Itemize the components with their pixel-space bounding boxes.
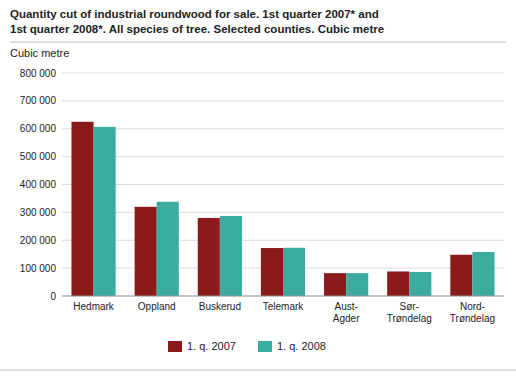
bar: [450, 255, 472, 296]
bar: [387, 271, 409, 296]
bar: [220, 216, 242, 296]
y-tick-label: 500 000: [20, 151, 57, 162]
grid-line: [62, 240, 504, 241]
bar: [198, 218, 220, 296]
bar: [135, 207, 157, 296]
separator: [10, 42, 506, 43]
title: Quantity cut of industrial roundwood for…: [10, 8, 384, 35]
grid: [62, 73, 504, 296]
legend: 1. q. 2007 1. q. 2008: [168, 340, 326, 352]
legend-label: 1. q. 2008: [277, 340, 326, 352]
y-ticks: 0 100 000 200 000 300 000 400 000 500 000 600 …: [20, 68, 57, 302]
y-tick-label: 200 000: [20, 235, 57, 246]
x-tick-label: Buskerud: [199, 301, 241, 312]
legend-swatch: [168, 341, 182, 352]
x-tick-label: Hedmark: [73, 301, 115, 312]
bar: [472, 252, 494, 296]
grid-line: [62, 128, 504, 129]
x-tick-label: Telemark: [263, 301, 305, 312]
y-axis-label: Cubic metre: [10, 47, 69, 59]
x-tick-label: Oppland: [138, 301, 176, 312]
x-ticks: Hedmark Oppland Buskerud Telemark Aust-Agder…: [73, 301, 495, 324]
x-tick-label: Aust-Agder: [333, 301, 360, 324]
y-tick-label: 100 000: [20, 263, 57, 274]
grid-line: [62, 212, 504, 213]
bars: [71, 122, 494, 296]
bar: [71, 122, 93, 296]
chart: Quantity cut of industrial roundwood for…: [0, 0, 516, 387]
y-tick-label: 800 000: [20, 68, 57, 79]
legend-label: 1. q. 2007: [187, 340, 236, 352]
y-tick-label: 400 000: [20, 179, 57, 190]
x-axis: [62, 296, 504, 297]
bar: [409, 272, 431, 296]
bar: [261, 248, 283, 296]
grid-line: [62, 296, 504, 297]
grid-line: [62, 73, 504, 74]
legend-swatch: [258, 341, 272, 352]
y-tick-label: 300 000: [20, 207, 57, 218]
grid-line: [62, 156, 504, 157]
grid-line: [62, 100, 504, 101]
bar: [346, 273, 368, 296]
bar: [283, 248, 305, 296]
bar: [157, 202, 179, 296]
y-tick-label: 600 000: [20, 123, 57, 134]
separator: [0, 370, 516, 371]
x-tick-label: Nord-Trøndelag: [450, 301, 495, 324]
bar: [94, 127, 116, 296]
y-tick-label: 0: [50, 291, 56, 302]
y-tick-label: 700 000: [20, 95, 57, 106]
bar: [324, 273, 346, 296]
grid-line: [62, 184, 504, 185]
x-tick-label: Sør-Trøndelag: [387, 301, 432, 324]
